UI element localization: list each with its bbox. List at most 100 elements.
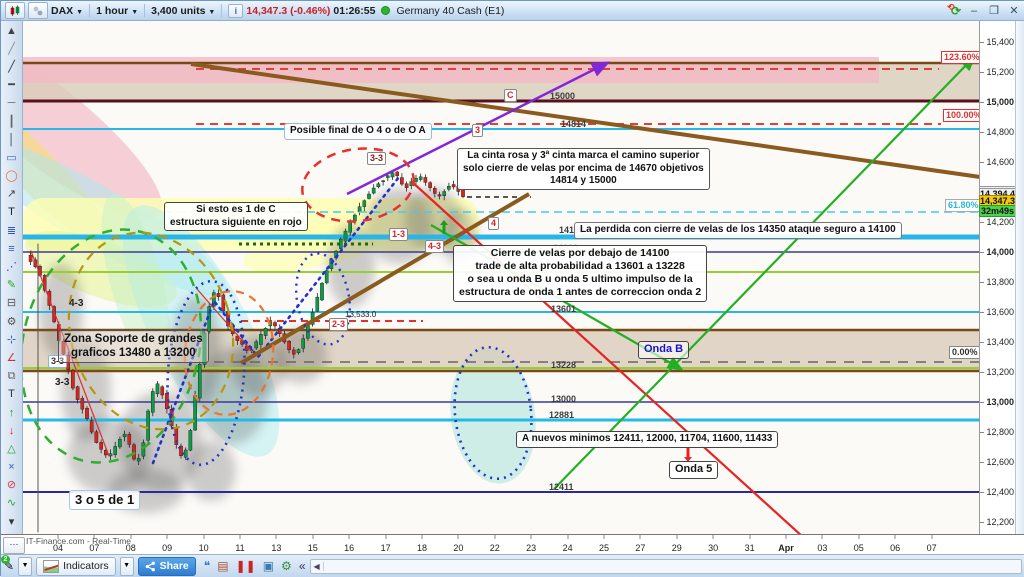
time-tick-mark	[203, 535, 205, 539]
collapse-icon[interactable]: ▾	[8, 515, 15, 528]
time-tick-label: 25	[598, 543, 610, 553]
price-tick-mark	[980, 342, 984, 343]
time-axis[interactable]: ⋯ IT-Finance.com - Real-Time 04 07 08 09 10 1…	[1, 534, 1024, 555]
time-tick-label: 11	[235, 543, 245, 553]
zigzag-icon[interactable]: ∿	[6, 497, 17, 510]
price-tick-label: 15,000	[986, 97, 1014, 107]
chart-plot-area[interactable]	[23, 21, 979, 534]
units-selector[interactable]: 3,400 units ▼	[151, 4, 216, 17]
watermark: IT-Finance.com - Real-Time	[26, 536, 132, 546]
scroll-left-arrow[interactable]: ◀	[311, 561, 324, 571]
time-tick-label: 13	[271, 543, 282, 553]
cross-lines-icon[interactable]: ×	[8, 461, 15, 474]
price-tick-label: 12,800	[986, 427, 1014, 437]
price-tick-mark	[980, 132, 984, 133]
screenshot-icon[interactable]: ▣	[262, 559, 275, 573]
time-tick-mark	[858, 535, 860, 539]
price-tick-mark	[980, 222, 984, 223]
move-icon[interactable]: ⊹	[6, 333, 17, 346]
time-tick-mark	[530, 535, 532, 539]
price-tick-mark	[980, 42, 984, 43]
triangle-icon[interactable]: △	[7, 442, 16, 455]
indicators-icon	[43, 559, 60, 573]
restore-button[interactable]: ❐	[989, 5, 999, 17]
fibonacci-fan-icon[interactable]: ⋰	[6, 261, 17, 274]
drawings-pencil-icon[interactable]: ✎ 2	[1, 555, 14, 573]
time-tick-label: 31	[744, 543, 755, 553]
time-tick-mark	[421, 535, 423, 539]
time-tick-mark	[567, 535, 569, 539]
arrow-up-buy-icon[interactable]: ↑	[8, 406, 15, 419]
time-tick-mark	[312, 535, 314, 539]
workspace-icon[interactable]	[28, 2, 48, 19]
time-tick-mark	[385, 535, 387, 539]
time-tick-label: 07	[926, 543, 937, 553]
settings-tools-icon[interactable]: ⚙	[6, 315, 17, 328]
horizontal-line-icon[interactable]: ━	[8, 79, 15, 92]
trash-icon[interactable]: ⊟	[6, 297, 17, 310]
share-icon	[145, 561, 155, 571]
time-tick-mark	[457, 535, 459, 539]
clock-text: 01:26:55	[333, 4, 376, 17]
symbol-selector[interactable]: DAX ▼	[51, 4, 84, 17]
vertical-scrollbar[interactable]	[1015, 21, 1024, 534]
chat-icon[interactable]: ❝	[203, 559, 211, 573]
candlestick-chart-icon[interactable]	[5, 2, 25, 19]
angle-icon[interactable]: ∠	[6, 351, 17, 364]
time-tick-label: 18	[416, 543, 428, 553]
arrow-down-sell-icon[interactable]: ↓	[8, 424, 15, 437]
price-axis[interactable]: 15,40015,20015,00014,80014,60014,40014,2…	[979, 21, 1016, 534]
price-tick-label: 12,400	[986, 487, 1014, 497]
share-button[interactable]: Share	[137, 556, 196, 576]
close-button[interactable]: ✕	[1009, 5, 1019, 17]
time-tick-mark	[166, 535, 168, 539]
scroll-up-icon[interactable]: ▲	[6, 24, 17, 37]
price-tick-label: 12,200	[986, 517, 1014, 527]
price-tick-mark	[980, 492, 984, 493]
pencil-dropdown[interactable]: ▼	[18, 556, 33, 576]
sync-icon[interactable]: ⟲ ⟳	[946, 1, 961, 18]
bottom-toolbar: ✎ 2 ▼ Indicators ▼ Share ❝ ▤ ❚❚ ▣ ⚙ « ◀	[1, 554, 1024, 577]
ellipse-icon[interactable]: ◯	[5, 170, 18, 183]
price-tick-label: 15,400	[986, 37, 1014, 47]
text-icon[interactable]: T	[8, 206, 15, 219]
time-tick-label: 09	[162, 543, 173, 553]
pencil-icon[interactable]: ✎	[6, 279, 17, 292]
time-tick-mark	[821, 535, 823, 539]
collapse-left-icon[interactable]: «	[298, 559, 306, 573]
fibonacci-retracement-icon[interactable]: ≣	[6, 224, 17, 237]
arrow-icon[interactable]: ↗	[6, 188, 17, 201]
axis-options-button[interactable]: ⋯	[3, 537, 25, 554]
indicators-dropdown[interactable]: ▼	[119, 556, 134, 576]
price-tick-mark	[980, 282, 984, 283]
vertical-segment-icon[interactable]: ┃	[8, 115, 15, 128]
time-tick-label: 23	[526, 543, 537, 553]
trendline-segment-icon[interactable]: ╱	[8, 42, 15, 55]
compare-candles-icon[interactable]: ❚❚	[235, 559, 256, 573]
horizontal-scrollbar[interactable]: ◀	[309, 558, 1022, 574]
time-tick-mark	[676, 535, 678, 539]
time-tick-mark	[639, 535, 641, 539]
horizontal-segment-icon[interactable]: ─	[7, 97, 16, 110]
duplicate-icon[interactable]: ⧉	[7, 370, 16, 383]
price-tick-mark	[980, 162, 984, 163]
time-tick-mark	[749, 535, 751, 539]
tools-icon[interactable]: ⚙	[281, 559, 292, 573]
text-note-icon[interactable]: T	[8, 388, 15, 401]
timeframe-selector[interactable]: 1 hour ▼	[96, 4, 139, 17]
report-icon[interactable]: ▤	[217, 559, 229, 573]
minimize-button[interactable]: –	[970, 4, 978, 17]
ellipse-cross-icon[interactable]: ⊘	[6, 479, 17, 492]
price-tick-label: 13,600	[986, 307, 1014, 317]
title-bar: DAX ▼ 1 hour ▼ 3,400 units ▼ i 14,347.3 (-0…	[1, 1, 1024, 21]
candle-countdown-box: 32m49s	[979, 205, 1016, 217]
trendline-icon[interactable]: ╱	[8, 60, 15, 73]
rectangle-icon[interactable]: ▭	[6, 151, 17, 164]
info-icon[interactable]: i	[228, 3, 244, 18]
time-tick-mark	[785, 535, 787, 539]
fibonacci-levels-icon[interactable]: ≡	[8, 242, 15, 255]
vertical-line-icon[interactable]: │	[8, 133, 15, 146]
indicators-button[interactable]: Indicators	[36, 556, 116, 576]
instrument-name: Germany 40 Cash (E1)	[396, 4, 505, 17]
